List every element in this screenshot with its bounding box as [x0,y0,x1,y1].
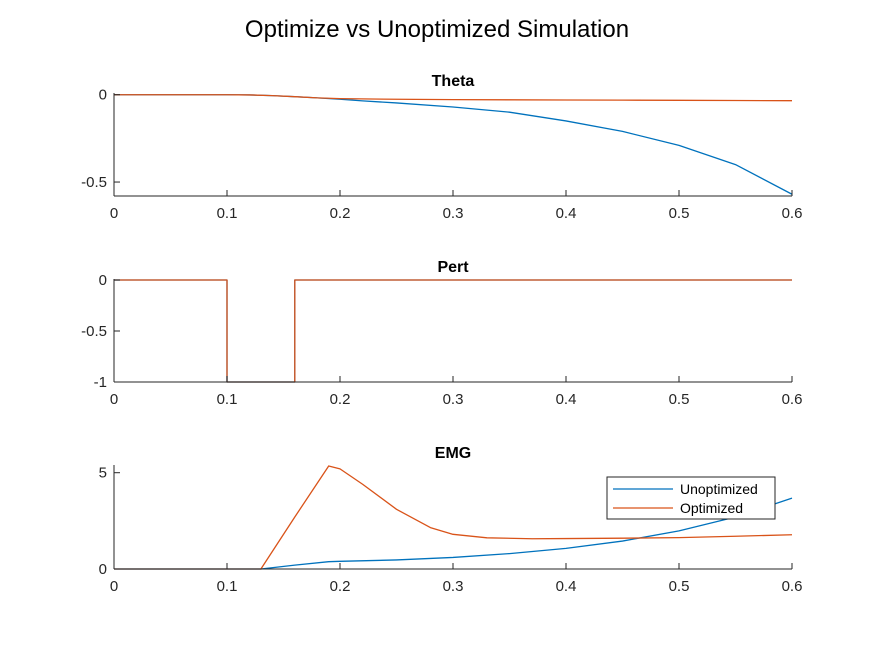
x-tick-label-emg: 0.3 [443,578,464,595]
y-tick-label-theta: -0.5 [81,174,107,191]
series-line-emg-unoptimized [114,497,793,570]
x-tick-label-theta: 0.6 [782,205,803,222]
series-line-theta-optimized [114,94,793,102]
x-tick-label-theta: 0.5 [669,205,690,222]
x-tick-label-emg: 0 [110,578,118,595]
legend-label-unoptimized: Unoptimized [680,481,758,497]
x-tick-label-pert: 0.3 [443,391,464,408]
x-tick-label-emg: 0.6 [782,578,803,595]
x-tick-label-emg: 0.4 [556,578,577,595]
y-tick-label-pert: -1 [94,374,107,391]
x-tick-label-emg: 0.1 [217,578,238,595]
axes-title-theta: Theta [432,73,475,90]
x-tick-label-pert: 0.6 [782,391,803,408]
x-tick-label-pert: 0 [110,391,118,408]
x-tick-label-pert: 0.5 [669,391,690,408]
y-tick-label-theta: 0 [99,87,107,104]
x-tick-label-theta: 0.3 [443,205,464,222]
series-line-emg-optimized [114,465,793,570]
legend: Unoptimized Optimized [606,476,776,520]
legend-label-optimized: Optimized [680,500,743,516]
x-tick-label-pert: 0.2 [330,391,351,408]
axes-title-pert: Pert [437,259,469,276]
y-tick-label-emg: 5 [99,465,107,482]
x-tick-label-theta: 0 [110,205,118,222]
x-tick-label-theta: 0.4 [556,205,577,222]
x-tick-label-pert: 0.4 [556,391,577,408]
y-tick-label-pert: 0 [99,272,107,289]
legend-box [606,476,776,520]
axes-emg: EMG 0 0.1 0.2 0.3 0.4 0.5 0.6 0 5 [99,445,803,595]
x-tick-label-emg: 0.5 [669,578,690,595]
x-tick-label-emg: 0.2 [330,578,351,595]
x-tick-label-theta: 0.1 [217,205,238,222]
axes-pert: Pert 0 0.1 0.2 0.3 0.4 0.5 0.6 0 -0.5 -1 [81,259,802,408]
x-tick-label-theta: 0.2 [330,205,351,222]
x-tick-label-pert: 0.1 [217,391,238,408]
figure-title: Optimize vs Unoptimized Simulation [245,16,629,43]
y-tick-label-pert: -0.5 [81,323,107,340]
axes-title-emg: EMG [435,445,471,462]
y-tick-label-emg: 0 [99,561,107,578]
